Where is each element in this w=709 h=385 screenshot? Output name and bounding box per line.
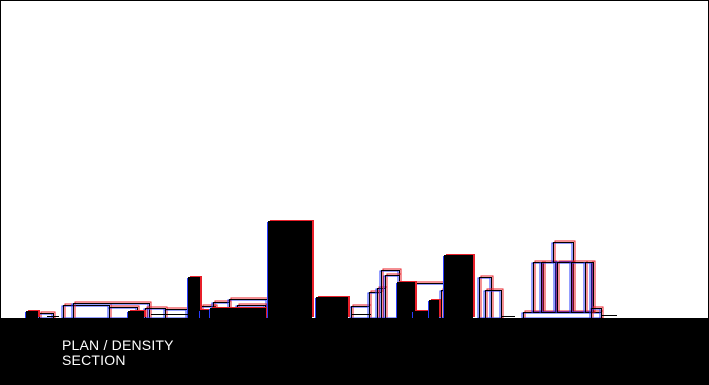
caption-line-1: PLAN / DENSITY [62,337,174,353]
ground-ledge [351,314,371,315]
ground-ledge [47,316,59,317]
building-mass [397,282,415,318]
ground-ledge [601,315,617,316]
building-mass [200,310,210,318]
ground-band [1,318,709,385]
building-mass [26,311,38,318]
building-outline-blue [61,305,109,319]
building-mass [429,300,439,318]
building-mass [268,221,312,318]
building-outline-blue [383,275,399,319]
ground-ledge [501,316,515,317]
ground-ledge [151,314,191,315]
building-outline [63,305,110,319]
building-outline [351,306,370,319]
building-mass [128,311,144,318]
building-outline-red [486,288,504,319]
building-mass [210,308,266,318]
building-mass [188,277,200,318]
building-mass [444,255,473,318]
building-mass [316,297,348,318]
building-mass [413,311,429,318]
building-outline [553,242,574,263]
top-border-line [1,0,709,1]
section-caption: PLAN / DENSITY SECTION [62,338,174,368]
caption-line-2: SECTION [62,352,126,368]
